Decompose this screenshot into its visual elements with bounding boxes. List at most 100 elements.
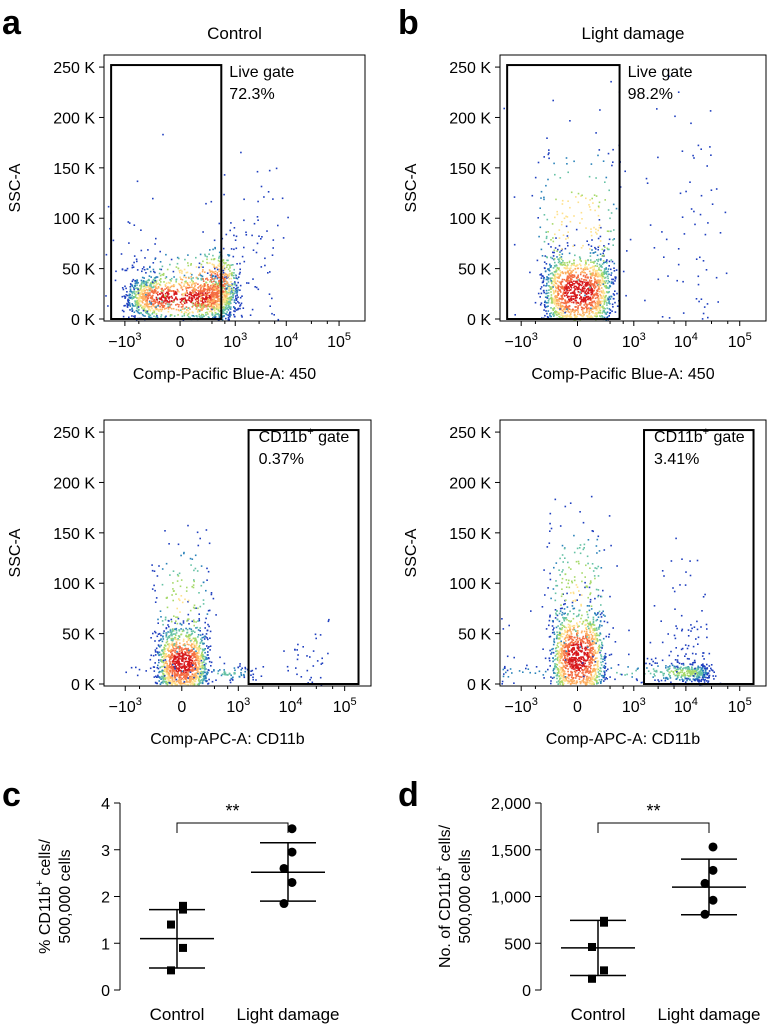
data-point	[150, 276, 152, 278]
data-point	[152, 291, 154, 293]
data-point	[570, 292, 572, 294]
data-point	[222, 267, 225, 269]
data-point	[179, 301, 182, 303]
data-point	[160, 268, 163, 271]
data-point	[214, 270, 217, 273]
data-point	[180, 656, 183, 658]
chart-title: Control	[207, 24, 262, 43]
data-point	[565, 314, 567, 317]
data-point	[574, 267, 577, 270]
data-point	[567, 295, 569, 298]
data-point	[543, 198, 545, 201]
data-point	[592, 308, 594, 310]
data-point	[205, 296, 207, 299]
data-point	[225, 262, 227, 264]
data-point	[163, 308, 166, 310]
data-point	[608, 281, 611, 283]
data-point	[181, 654, 184, 657]
data-point	[149, 309, 152, 312]
data-point	[207, 279, 209, 281]
data-point	[165, 682, 167, 685]
data-point	[230, 272, 233, 275]
data-point	[134, 317, 136, 319]
data-point	[180, 674, 183, 676]
data-point	[576, 296, 578, 299]
data-point	[204, 299, 206, 301]
data-point	[534, 176, 537, 179]
data-point	[225, 317, 227, 320]
data-point	[547, 300, 550, 302]
data-point	[153, 282, 155, 284]
data-point	[157, 651, 159, 653]
data-point	[557, 248, 559, 251]
data-point	[555, 311, 558, 313]
data-point	[177, 314, 179, 316]
data-point	[159, 646, 161, 648]
data-point	[559, 297, 561, 300]
data-point	[139, 305, 142, 307]
data-point	[127, 304, 130, 306]
data-point	[556, 306, 559, 309]
data-point	[182, 672, 184, 675]
data-point	[196, 658, 199, 660]
data-point	[568, 289, 570, 292]
data-point	[152, 197, 154, 200]
x-tick-base: 10	[223, 334, 241, 351]
data-point	[212, 284, 215, 287]
data-point	[593, 274, 596, 277]
data-point	[547, 178, 549, 181]
data-point	[163, 630, 165, 632]
data-point	[196, 672, 198, 674]
data-point	[573, 275, 576, 278]
data-point	[125, 294, 127, 296]
data-point	[592, 297, 594, 299]
data-point	[590, 315, 592, 318]
data-point	[179, 585, 182, 588]
data-point	[216, 268, 219, 271]
data-point	[554, 233, 556, 236]
data-point	[564, 264, 566, 266]
data-point	[215, 302, 218, 305]
data-point	[554, 299, 556, 301]
data-point	[592, 301, 594, 304]
data-point	[598, 280, 600, 283]
data-point	[148, 279, 150, 282]
data-point	[168, 298, 170, 300]
data-point	[144, 257, 146, 259]
data-point	[125, 287, 127, 290]
data-point	[185, 627, 187, 630]
data-point	[567, 277, 570, 279]
data-point	[187, 283, 189, 286]
data-point	[567, 270, 569, 273]
y-tick-label: 200 K	[449, 110, 491, 127]
data-point	[166, 301, 168, 303]
data-point	[201, 662, 203, 664]
data-point	[199, 290, 201, 292]
data-point	[565, 288, 568, 291]
data-point	[199, 630, 201, 632]
data-point	[174, 656, 177, 659]
data-point	[604, 296, 606, 299]
data-point	[205, 278, 207, 280]
data-point	[208, 289, 211, 292]
data-point	[142, 299, 144, 301]
data-point	[601, 316, 604, 318]
data-point	[184, 677, 186, 680]
data-point	[207, 299, 209, 302]
data-point	[196, 315, 198, 317]
data-point	[545, 289, 548, 292]
data-point	[218, 310, 221, 313]
data-point	[572, 276, 575, 278]
data-point	[213, 306, 215, 309]
data-point	[584, 264, 586, 266]
data-point	[167, 665, 170, 668]
data-point	[224, 274, 226, 277]
data-point	[195, 655, 198, 658]
data-point	[178, 635, 181, 638]
data-point	[197, 670, 199, 672]
data-point	[554, 282, 557, 284]
data-point	[193, 315, 196, 318]
data-point	[193, 656, 195, 658]
data-point	[568, 315, 571, 317]
data-point	[193, 645, 196, 647]
